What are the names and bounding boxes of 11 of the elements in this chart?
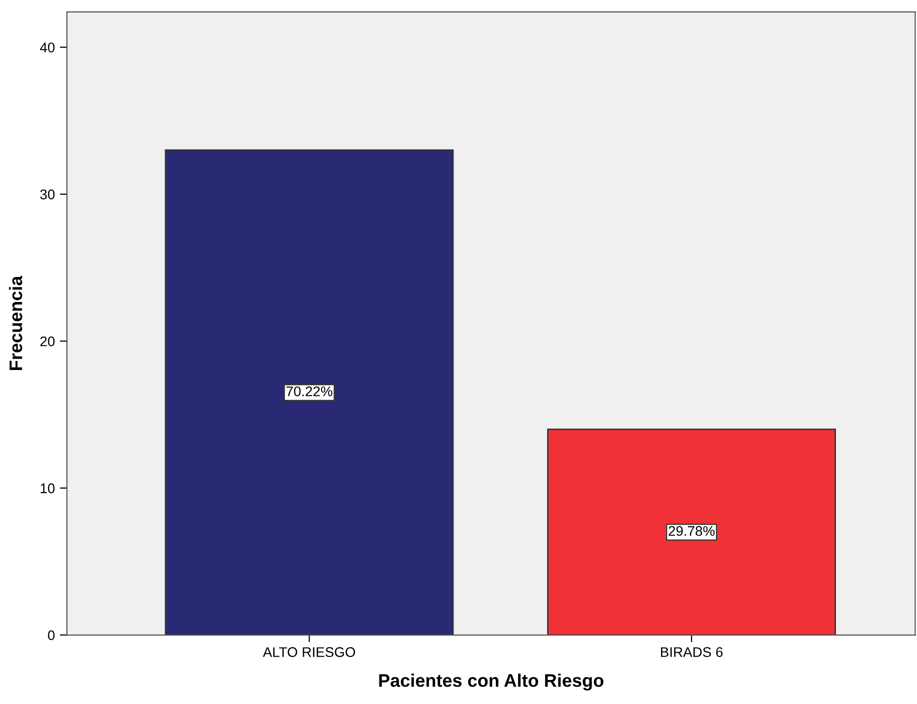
y-axis-title: Frecuencia	[8, 276, 22, 370]
x-axis-title: Pacientes con Alto Riesgo	[379, 674, 604, 691]
y-tick-label: 40	[40, 42, 55, 52]
x-tick-label: BIRADS 6	[661, 647, 723, 658]
y-tick-label: 30	[40, 190, 55, 200]
x-tick-label: ALTO RIESGO	[262, 647, 356, 658]
y-tick-label: 20	[40, 336, 55, 346]
annotation: 29.78%	[668, 526, 715, 536]
y-tick-label: 0	[48, 630, 55, 640]
annotation: 70.22%	[286, 386, 332, 396]
y-tick-label: 10	[40, 483, 55, 494]
